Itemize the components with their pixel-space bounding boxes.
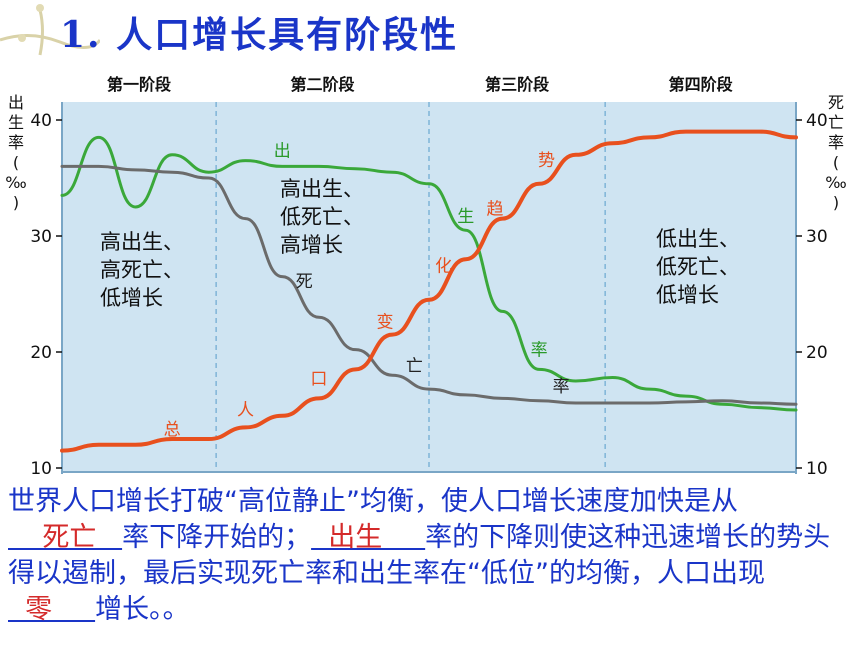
series-line-birth	[60, 135, 798, 412]
series-label-growth: 化	[435, 257, 452, 277]
caption-text: 增长。。	[95, 594, 190, 625]
tick-label-right: 30	[806, 227, 828, 247]
series-line-death	[60, 164, 798, 406]
series-label-growth: 势	[538, 151, 555, 171]
answer-blank-birth: 出生	[311, 522, 426, 553]
tick-label-left: 40	[30, 111, 52, 131]
series-label-death: 亡	[406, 357, 423, 377]
annotation-line: 高增长	[280, 233, 343, 257]
vine-decoration	[0, 4, 100, 56]
stage-label: 第四阶段	[669, 75, 734, 94]
population-chart: 第一阶段 第二阶段 第三阶段 第四阶段 10 10 20 20 30 30 40 40 出生率(‰)…	[5, 75, 846, 479]
annotation-line: 高出生、	[280, 177, 364, 201]
series-line-growth	[60, 129, 798, 453]
series-label-growth: 总	[164, 420, 181, 440]
ylabel-left: 出生率(‰)	[5, 93, 26, 212]
answer-blank-death: 死亡	[8, 522, 123, 553]
ylabel-right: 死亡率(‰)	[825, 93, 846, 212]
answer-blank-zero: 零	[8, 594, 96, 625]
annotation-line: 低增长	[100, 286, 163, 310]
stage-label: 第一阶段	[107, 75, 172, 94]
annotation-line: 高死亡、	[100, 258, 184, 282]
tick-label-right: 10	[806, 459, 828, 479]
annotation-line: 低死亡、	[656, 255, 740, 279]
annotation-stage-2: 高出生、 低死亡、 高增长	[280, 175, 364, 259]
series-label-death: 死	[296, 272, 313, 292]
caption-text: 率下降开始的；	[122, 522, 312, 553]
series-label-birth: 生	[457, 207, 474, 227]
annotation-stage-4: 低出生、 低死亡、 低增长	[656, 225, 740, 309]
series-label-growth: 趋	[487, 200, 504, 220]
stage-label: 第三阶段	[485, 75, 550, 94]
annotation-line: 低增长	[656, 283, 719, 307]
annotation-line: 低出生、	[656, 227, 740, 251]
tick-label-left: 20	[30, 343, 52, 363]
caption-text: 率的下降则使这种迅速增长的势头得以遏制，最后实现死亡率和出生率在“低位”的均衡，…	[8, 522, 831, 589]
stage-label: 第二阶段	[291, 75, 356, 94]
tick-label-right: 40	[806, 111, 828, 131]
annotation-line: 高出生、	[100, 230, 184, 254]
tick-label-left: 10	[30, 459, 52, 479]
series-label-birth: 出	[274, 141, 291, 161]
tick-label-left: 30	[30, 227, 52, 247]
series-label-death: 率	[553, 377, 570, 397]
annotation-stage-1: 高出生、 高死亡、 低增长	[100, 228, 184, 312]
series-label-birth: 率	[531, 340, 548, 360]
series-label-growth: 人	[237, 400, 254, 420]
series-label-growth: 口	[310, 369, 327, 389]
caption-text: 世界人口增长打破“高位静止”均衡，使人口增长速度加快是从	[8, 486, 738, 517]
page-title: 1. 人口增长具有阶段性	[60, 14, 459, 56]
tick-label-right: 20	[806, 343, 828, 363]
caption: 世界人口增长打破“高位静止”均衡，使人口增长速度加快是从 死亡 率下降开始的； …	[8, 484, 854, 628]
series-label-growth: 变	[376, 313, 393, 333]
annotation-line: 低死亡、	[280, 205, 364, 229]
